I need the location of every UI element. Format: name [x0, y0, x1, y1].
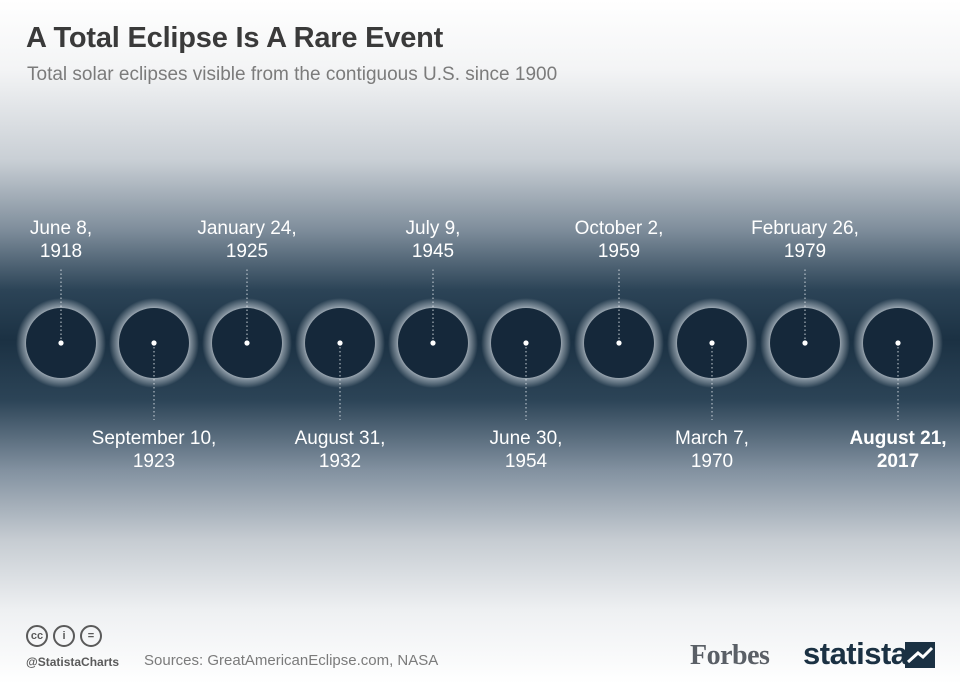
eclipse-center-dot	[244, 340, 250, 346]
eclipse-year-label: 1979	[784, 241, 826, 262]
eclipse-year-label: 1923	[133, 451, 175, 472]
eclipse-year-label: 1970	[691, 451, 733, 472]
eclipse-center-dot	[616, 340, 622, 346]
attribution-icon: i	[53, 625, 75, 647]
eclipse-year-label: 1918	[40, 241, 82, 262]
eclipse-year-label: 1945	[412, 241, 454, 262]
statista-logo: statista	[803, 636, 908, 671]
eclipse-center-dot	[58, 340, 64, 346]
eclipse-date-label: July 9,	[406, 218, 461, 239]
forbes-logo: Forbes	[690, 640, 770, 671]
eclipse-year-label: 1954	[505, 451, 548, 472]
chart-subtitle: Total solar eclipses visible from the co…	[27, 64, 558, 85]
eclipse-date-label: September 10,	[92, 428, 217, 449]
eclipse-year-label: 1959	[598, 241, 640, 262]
eclipse-date-label: October 2,	[575, 218, 664, 239]
sources-note: Sources: GreatAmericanEclipse.com, NASA	[144, 652, 439, 669]
eclipse-center-dot	[802, 340, 808, 346]
no-derivatives-icon: =	[80, 625, 102, 647]
eclipse-center-dot	[430, 340, 436, 346]
eclipse-year-label: 2017	[877, 451, 919, 472]
eclipse-center-dot	[337, 340, 343, 346]
creative-commons-icons: cc i =	[26, 625, 102, 647]
statista-handle: @StatistaCharts	[26, 655, 120, 669]
eclipse-date-label: August 21,	[849, 428, 946, 449]
eclipse-center-dot	[895, 340, 901, 346]
chart-title: A Total Eclipse Is A Rare Event	[26, 22, 444, 54]
eclipse-date-label: January 24,	[197, 218, 296, 239]
cc-icon: cc	[26, 625, 48, 647]
eclipse-year-label: 1925	[226, 241, 268, 262]
statista-logo-icon	[905, 642, 935, 668]
eclipse-date-label: June 30,	[490, 428, 563, 449]
eclipse-center-dot	[151, 340, 157, 346]
eclipse-date-label: February 26,	[751, 218, 859, 239]
eclipse-center-dot	[523, 340, 529, 346]
eclipse-year-label: 1932	[319, 451, 361, 472]
eclipse-date-label: March 7,	[675, 428, 749, 449]
eclipse-date-label: June 8,	[30, 218, 92, 239]
eclipse-center-dot	[709, 340, 715, 346]
eclipse-date-label: August 31,	[295, 428, 386, 449]
